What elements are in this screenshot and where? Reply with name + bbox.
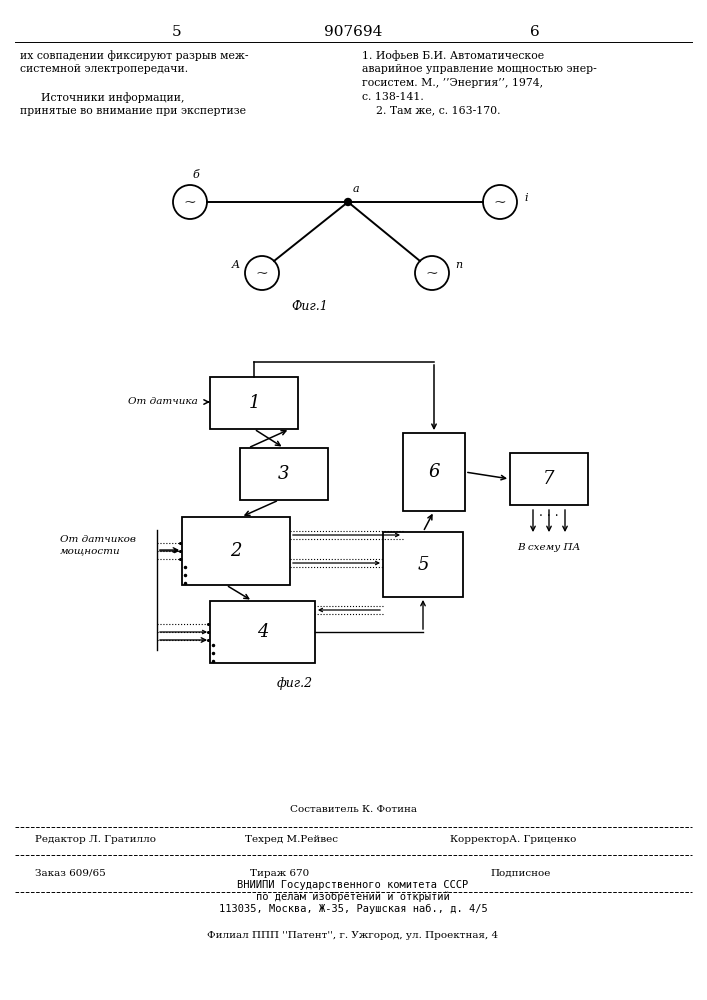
- Text: Тираж 670: Тираж 670: [250, 868, 310, 878]
- Text: 113035, Москва, Ж-35, Раушская наб., д. 4/5: 113035, Москва, Ж-35, Раушская наб., д. …: [218, 904, 487, 914]
- Text: . . .: . . .: [539, 506, 559, 520]
- Text: 1. Иофьев Б.И. Автоматическое
аварийное управление мощностью энер-
госистем. М.,: 1. Иофьев Б.И. Автоматическое аварийное …: [362, 50, 597, 115]
- Text: n: n: [455, 260, 462, 270]
- Text: ~: ~: [256, 267, 269, 281]
- Text: От датчиков
мощности: От датчиков мощности: [60, 535, 136, 555]
- Text: фиг.2: фиг.2: [277, 678, 313, 690]
- Text: б: б: [192, 170, 199, 180]
- Text: Составитель К. Фотина: Составитель К. Фотина: [289, 806, 416, 814]
- Text: 5: 5: [173, 25, 182, 39]
- Text: Подписное: Подписное: [490, 868, 550, 878]
- Circle shape: [483, 185, 517, 219]
- Bar: [182, 517, 290, 585]
- Text: 5: 5: [417, 556, 428, 574]
- Text: ~: ~: [184, 196, 197, 210]
- Text: 6: 6: [428, 463, 440, 481]
- Circle shape: [173, 185, 207, 219]
- Text: ~: ~: [493, 196, 506, 210]
- Text: ВНИИПИ Государственного комитета СССР: ВНИИПИ Государственного комитета СССР: [238, 880, 469, 890]
- Text: 907694: 907694: [324, 25, 382, 39]
- Bar: [210, 377, 298, 429]
- Bar: [210, 601, 315, 663]
- Text: 1: 1: [248, 394, 259, 412]
- Circle shape: [245, 256, 279, 290]
- Bar: [403, 433, 465, 511]
- Text: i: i: [524, 193, 527, 203]
- Bar: [240, 448, 328, 500]
- Text: 6: 6: [530, 25, 540, 39]
- Text: КорректорА. Гриценко: КорректорА. Гриценко: [450, 836, 576, 844]
- Text: Техред М.Рейвес: Техред М.Рейвес: [245, 836, 338, 844]
- Circle shape: [415, 256, 449, 290]
- Text: A: A: [232, 260, 240, 270]
- Text: 4: 4: [257, 623, 268, 641]
- Bar: [510, 453, 588, 505]
- Text: Фиг.1: Фиг.1: [291, 300, 328, 314]
- Text: Редактор Л. Гратилло: Редактор Л. Гратилло: [35, 836, 156, 844]
- Text: 2: 2: [230, 542, 242, 560]
- Bar: [383, 532, 463, 597]
- Text: 3: 3: [279, 465, 290, 483]
- Text: В схему ПА: В схему ПА: [518, 543, 580, 552]
- Text: их совпадении фиксируют разрыв меж-
системной электропередачи.

      Источники : их совпадении фиксируют разрыв меж- сист…: [20, 50, 248, 116]
- Text: Филиал ППП ''Патент'', г. Ужгород, ул. Проектная, 4: Филиал ППП ''Патент'', г. Ужгород, ул. П…: [207, 930, 498, 940]
- Text: 7: 7: [543, 470, 555, 488]
- Text: по делам изобретений и открытий: по делам изобретений и открытий: [256, 892, 450, 902]
- Text: Заказ 609/65: Заказ 609/65: [35, 868, 106, 878]
- Circle shape: [344, 198, 351, 206]
- Text: ~: ~: [426, 267, 438, 281]
- Text: a: a: [353, 184, 360, 194]
- Text: От датчика: От датчика: [128, 397, 198, 406]
